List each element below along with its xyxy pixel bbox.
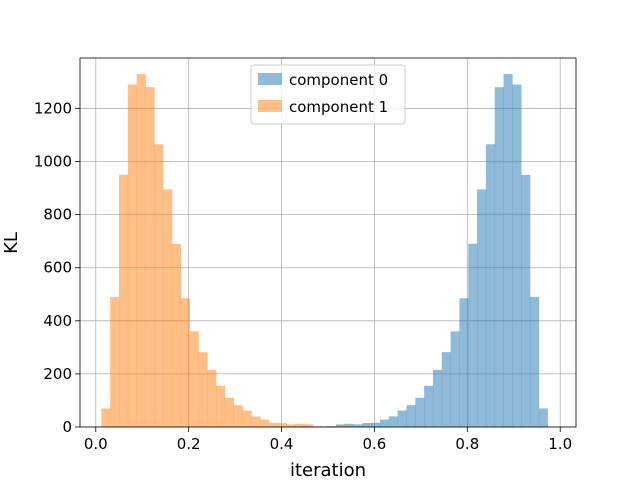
y-tick-label: 0 [62,418,72,436]
histogram-bar [397,410,407,427]
y-tick-label: 600 [43,259,72,277]
y-tick-label: 400 [43,312,72,330]
x-tick-label: 1.0 [548,435,572,453]
plot-frame [79,57,577,428]
y-tick-label: 800 [43,206,72,224]
histogram-bar [441,352,451,427]
legend-swatch-component-0 [258,73,282,85]
histogram-bar [494,87,504,427]
legend-swatch-component-1 [258,100,282,112]
legend-label-component-1: component 1 [289,98,388,116]
histogram-bar [216,385,226,427]
histogram-bar [224,397,235,427]
histogram-bar [127,84,137,428]
histogram-bar [432,369,443,427]
histogram-bar [512,84,522,428]
histogram-bar [459,298,469,427]
histogram-bar [242,410,252,427]
histogram-bar [388,416,398,427]
histogram-bar [145,87,155,427]
histogram-bar [154,144,164,427]
histogram-bar [406,405,416,427]
series-component-0 [291,73,548,428]
histogram-bar [295,423,305,427]
histogram-bar [477,189,487,427]
x-tick-label: 0.6 [363,435,387,453]
series-component-1 [101,73,358,428]
histogram-bar [450,331,460,427]
histogram-bar [521,174,531,427]
histogram-bar [353,424,363,427]
histogram-bar [171,243,182,427]
x-axis-label: iteration [290,460,366,480]
histogram-bar [101,408,111,427]
histogram-bar [503,73,513,428]
y-tick-label: 1000 [34,153,72,171]
histogram-bar [371,422,381,427]
histogram-bar [424,385,434,427]
histogram-bar [189,331,199,427]
histogram-bar [468,243,478,427]
legend-label-component-0: component 0 [289,71,388,89]
histogram-bar [207,369,217,427]
histogram-bar [530,296,540,427]
histogram-bar [260,419,270,427]
legend-box [250,64,406,125]
histogram-bar [485,144,496,427]
histogram-bar [251,416,261,427]
histogram-bar [277,423,287,427]
histogram-bar [380,419,390,427]
y-tick-label: 200 [43,365,72,383]
x-tick-label: 0.8 [455,435,479,453]
y-axis-label: KL [1,232,22,254]
histogram-bar [538,408,548,427]
histogram-bar [119,174,129,427]
histogram-bar [304,424,314,427]
x-tick-label: 0.4 [270,435,294,453]
histogram-bar [180,298,190,427]
histogram-bars [101,73,548,428]
axis-ticks: 0.0 0.2 0.4 0.6 0.8 1.0 0 200 400 600 800 1000 1200 [34,99,572,453]
x-tick-label: 0.2 [177,435,201,453]
histogram-bar [415,397,425,427]
histogram-bar [163,189,173,427]
y-tick-label: 1200 [34,99,72,117]
histogram-bar [269,422,279,427]
legend: component 0 component 1 [250,64,406,125]
histogram-bar [198,352,208,427]
x-tick-label: 0.0 [84,435,108,453]
histogram-bar [344,423,354,427]
histogram-bar [136,73,146,428]
histogram-bar [335,424,346,427]
histogram-bar [286,424,296,427]
histogram-bar [362,423,372,427]
histogram-bar [233,405,243,427]
histogram-bar [110,296,120,427]
